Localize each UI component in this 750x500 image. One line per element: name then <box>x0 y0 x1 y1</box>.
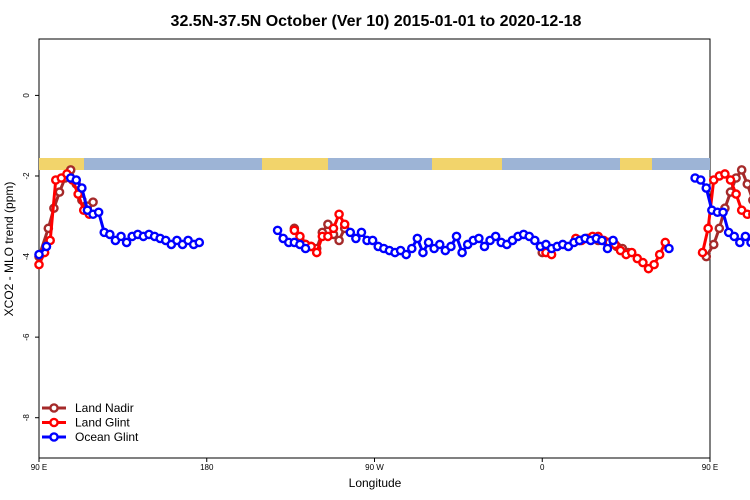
data-point <box>451 231 462 242</box>
data-point <box>649 259 659 270</box>
data-point <box>41 241 52 252</box>
x-tick-label: 90 E <box>702 463 718 472</box>
chart-title: 32.5N-37.5N October (Ver 10) 2015-01-01 … <box>171 13 582 30</box>
x-tick-label: 90 E <box>31 463 47 472</box>
data-point <box>323 231 333 242</box>
legend-label: Land Nadir <box>75 401 134 415</box>
data-point <box>356 227 367 238</box>
series-land-glint <box>34 169 750 274</box>
data-point <box>116 231 126 242</box>
ocean-strip <box>39 158 710 170</box>
data-point <box>88 197 98 207</box>
data-point <box>638 257 648 268</box>
data-point <box>300 243 311 254</box>
x-axis: 90 E 180 90 W 0 90 E <box>31 458 718 472</box>
data-point <box>735 237 745 248</box>
y-axis-label: XCO2 - MLO trend (ppm) <box>2 182 16 317</box>
y-tick-label: 0 <box>22 93 31 98</box>
data-point <box>34 259 44 270</box>
data-point <box>406 243 417 254</box>
data-point <box>401 249 411 260</box>
land-segment <box>262 158 328 170</box>
data-point <box>423 237 434 248</box>
data-point <box>718 207 728 218</box>
land-segment <box>620 158 652 170</box>
data-point <box>446 241 456 252</box>
land-mask-strip <box>39 158 710 170</box>
data-point <box>729 231 740 242</box>
data-point <box>367 235 378 246</box>
legend-item: Land Nadir <box>42 401 134 415</box>
data-point <box>697 247 708 258</box>
data-point <box>602 243 613 254</box>
data-point <box>328 223 339 234</box>
data-point <box>695 175 706 185</box>
data-point <box>597 235 607 246</box>
data-point <box>474 233 484 244</box>
x-axis-label: Longitude <box>349 476 402 490</box>
series-line <box>293 210 346 256</box>
data-point <box>708 239 719 250</box>
data-point <box>121 237 132 248</box>
data-point <box>345 227 356 238</box>
legend-label: Land Glint <box>75 416 130 430</box>
data-point <box>746 237 750 248</box>
data-point <box>725 175 736 185</box>
data-point <box>714 223 725 234</box>
series-ocean-glint <box>34 173 750 260</box>
legend-swatch-marker <box>49 403 59 413</box>
data-point <box>626 247 637 258</box>
data-point <box>457 247 467 258</box>
y-tick-label: -6 <box>22 333 31 341</box>
land-segment <box>432 158 502 170</box>
data-point <box>736 165 747 175</box>
data-point <box>412 233 423 244</box>
data-point <box>434 239 445 250</box>
data-point <box>105 229 115 240</box>
land-segment <box>39 158 84 170</box>
x-tick-label: 0 <box>540 463 545 472</box>
y-tick-label: -8 <box>22 414 31 422</box>
data-point <box>608 235 618 246</box>
legend-swatch-marker <box>49 417 59 428</box>
data-point <box>701 183 712 193</box>
y-tick-label: -4 <box>22 252 31 260</box>
data-point <box>351 233 361 244</box>
data-point <box>272 225 283 236</box>
data-point <box>490 231 501 242</box>
data-point <box>334 209 344 220</box>
data-point <box>479 241 490 252</box>
legend-swatch-marker <box>49 432 59 442</box>
data-point <box>54 187 65 197</box>
data-point <box>34 249 44 260</box>
legend-label: Ocean Glint <box>75 430 139 444</box>
data-point <box>77 183 87 193</box>
series-layer <box>34 165 750 274</box>
legend-item: Land Glint <box>42 416 130 430</box>
data-point <box>71 175 82 185</box>
y-tick-label: -2 <box>22 172 31 180</box>
data-point <box>334 235 344 246</box>
data-point <box>194 237 205 248</box>
data-point <box>289 225 300 236</box>
data-point <box>740 231 750 242</box>
data-point <box>742 179 750 189</box>
legend-item: Ocean Glint <box>42 430 139 444</box>
data-point <box>418 247 428 258</box>
data-point <box>664 243 674 254</box>
series-land-nadir <box>34 165 750 262</box>
x-tick-label: 90 W <box>365 463 384 472</box>
x-tick-label: 180 <box>200 463 214 472</box>
data-point <box>339 219 350 230</box>
data-point <box>311 247 322 258</box>
data-point <box>654 249 665 260</box>
data-point <box>703 223 713 234</box>
data-point <box>731 189 741 199</box>
data-point <box>529 235 540 246</box>
data-point <box>93 207 104 218</box>
data-point <box>720 169 730 179</box>
